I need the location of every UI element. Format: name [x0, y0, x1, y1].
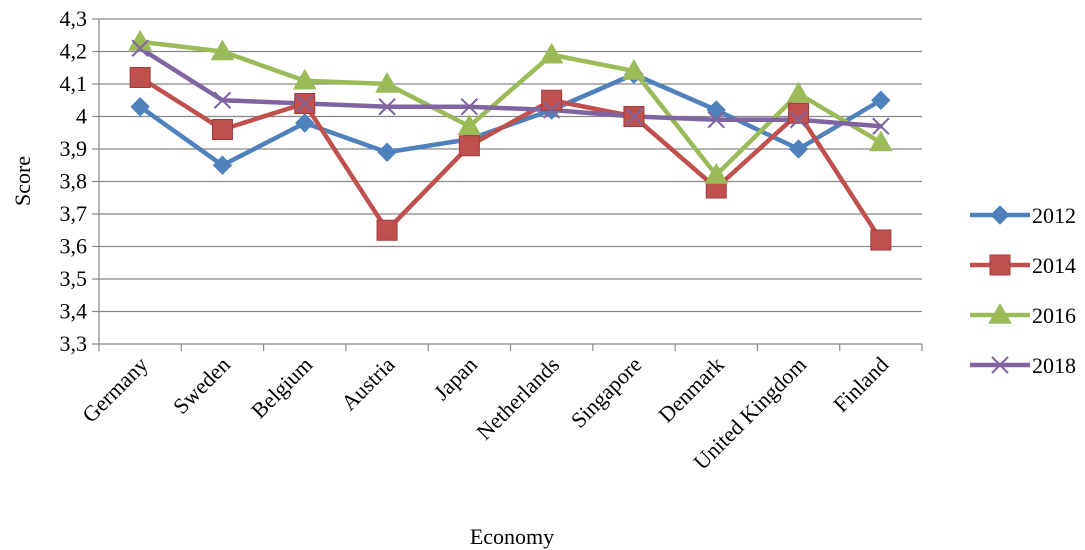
data-point-2016 — [622, 58, 646, 80]
x-tick-label: Japan — [429, 352, 482, 405]
x-tick-label: Germany — [77, 352, 153, 428]
y-tick-label: 3,5 — [60, 266, 88, 291]
data-point-2018 — [131, 39, 149, 57]
data-point-2012 — [130, 97, 150, 117]
x-tick-label: Sweden — [168, 352, 235, 419]
data-point-2016 — [539, 42, 564, 64]
data-point-2012 — [788, 139, 809, 159]
data-point-2018 — [707, 111, 725, 129]
data-point-2016 — [704, 162, 729, 184]
data-point-2018 — [625, 107, 643, 126]
data-point-2014 — [788, 102, 810, 124]
legend-marker — [988, 302, 1012, 324]
x-tick-label: Singapore — [566, 352, 647, 433]
series-line-2014 — [137, 75, 884, 243]
y-tick-label: 3,8 — [60, 169, 88, 194]
series-lines — [137, 39, 884, 243]
x-axis-title: Economy — [470, 524, 554, 549]
data-point-2012 — [212, 155, 233, 175]
data-point-2016 — [292, 68, 317, 90]
data-point-2018 — [378, 98, 396, 116]
data-point-2016 — [786, 81, 811, 103]
data-point-2016 — [868, 130, 893, 152]
legend: 2012 2014 2016 2018 — [970, 203, 1076, 378]
x-stroke — [460, 98, 479, 116]
legend-item-2018: 2018 — [970, 353, 1076, 378]
data-point-2012 — [377, 142, 397, 162]
y-tick-label: 3,4 — [60, 299, 88, 324]
x-tick-label: Austria — [336, 352, 400, 416]
data-point-2016 — [128, 29, 153, 51]
x-stroke — [872, 117, 890, 135]
y-tick-label: 4 — [76, 104, 87, 129]
x-stroke — [707, 111, 725, 129]
series-line-2016 — [137, 39, 884, 178]
gridlines — [99, 18, 922, 313]
data-point-2018 — [213, 91, 232, 109]
data-point-2018 — [460, 98, 479, 116]
x-tick-label: Denmark — [653, 352, 729, 428]
data-point-2012 — [295, 113, 315, 133]
x-tick-label: Netherlands — [471, 352, 564, 445]
y-tick-label: 4,2 — [60, 39, 88, 64]
legend-label: 2014 — [1032, 253, 1076, 278]
x-stroke — [296, 94, 314, 113]
series-line-2018 — [137, 46, 884, 129]
y-tick-label: 3,7 — [60, 201, 88, 226]
y-tick-label: 3,6 — [60, 234, 88, 259]
legend-label: 2012 — [1032, 203, 1076, 228]
y-axis-title: Score — [10, 156, 35, 206]
data-point-2018 — [542, 101, 561, 119]
legend-item-2012: 2012 — [970, 203, 1076, 228]
data-point-2016 — [457, 114, 482, 135]
legend-marker — [991, 356, 1009, 374]
data-point-2014 — [211, 119, 233, 140]
data-point-2014 — [376, 219, 398, 241]
series-markers — [128, 29, 893, 251]
data-point-2014 — [541, 89, 563, 111]
x-stroke — [378, 98, 396, 116]
data-point-2012 — [871, 90, 891, 110]
data-point-2014 — [129, 67, 151, 88]
x-stroke — [789, 111, 808, 129]
axes — [92, 18, 923, 351]
data-point-2018 — [789, 111, 808, 129]
data-point-2016 — [375, 71, 399, 93]
y-tick-label: 3,9 — [60, 136, 88, 161]
legend-label: 2018 — [1032, 353, 1076, 378]
legend-item-2014: 2014 — [970, 253, 1076, 278]
data-point-2014 — [870, 229, 892, 251]
legend-marker — [989, 254, 1011, 276]
data-point-2018 — [296, 94, 314, 113]
legend-marker — [990, 205, 1010, 225]
data-point-2018 — [872, 117, 890, 135]
x-stroke — [542, 101, 561, 119]
y-tick-label: 4,1 — [60, 71, 88, 96]
x-tick-label: Finland — [828, 352, 893, 417]
x-stroke — [131, 39, 149, 57]
x-stroke — [991, 356, 1009, 374]
data-point-2016 — [210, 39, 235, 61]
x-tick-label: Belgium — [246, 352, 317, 423]
x-stroke — [213, 91, 232, 109]
legend-item-2016: 2016 — [970, 302, 1076, 328]
legend-label: 2016 — [1032, 303, 1076, 328]
y-tick-label: 3,3 — [60, 331, 88, 356]
x-stroke — [625, 107, 643, 126]
y-tick-label: 4,3 — [60, 6, 88, 31]
data-point-2014 — [458, 135, 480, 157]
